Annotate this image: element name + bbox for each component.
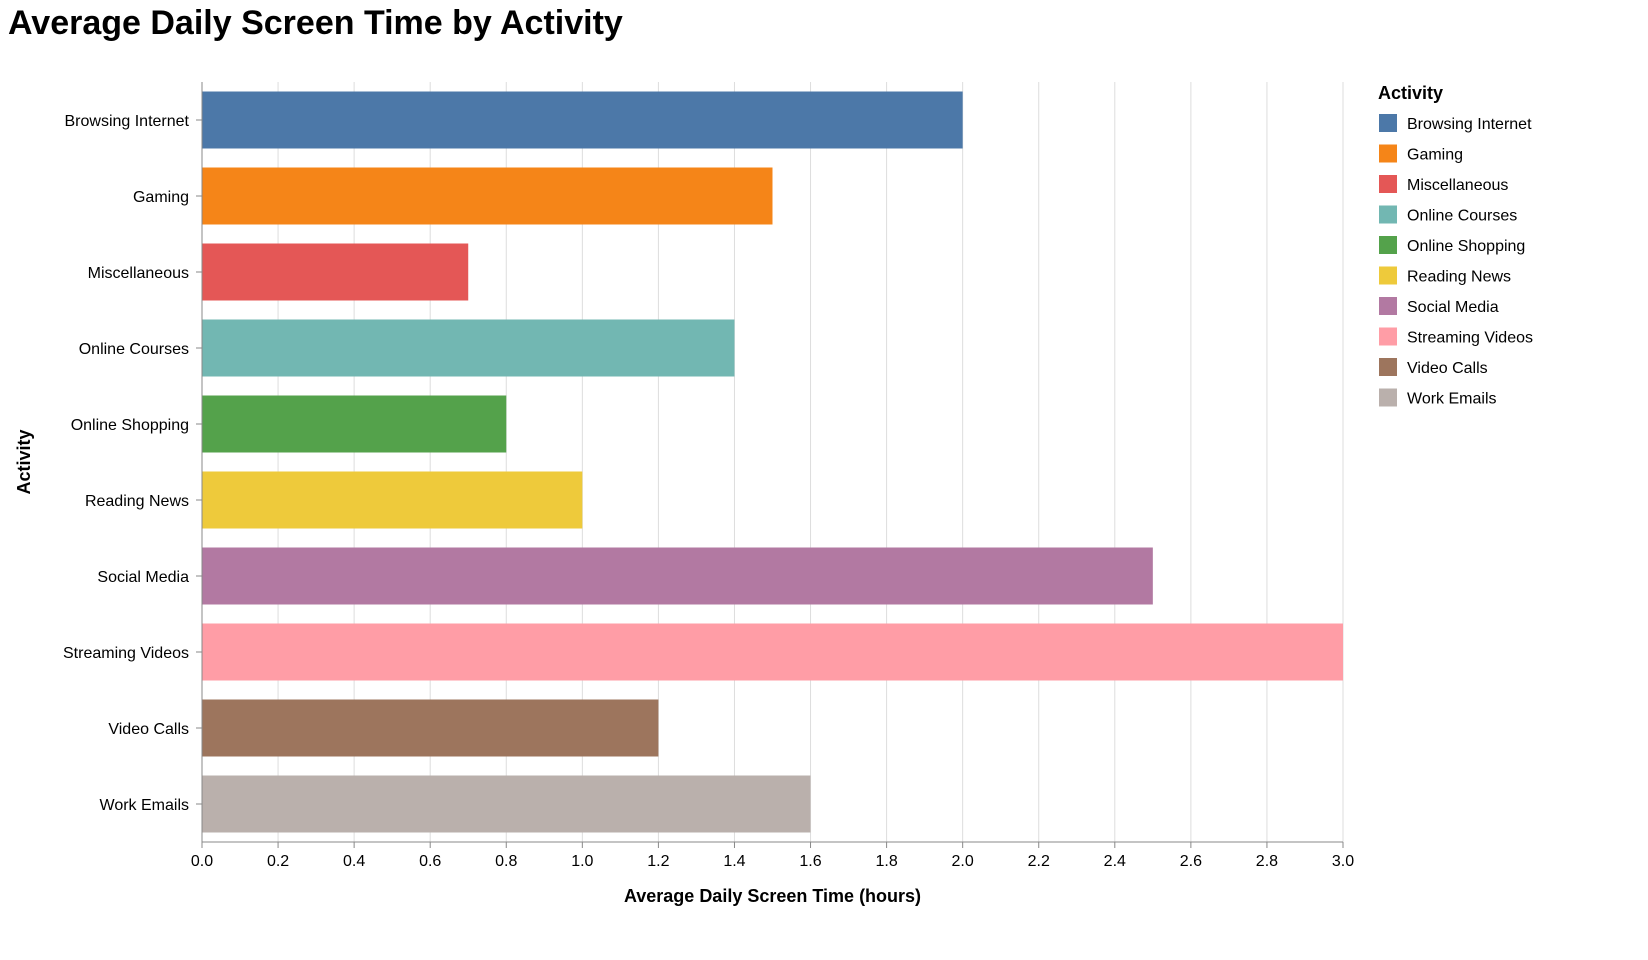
bar-online-shopping [202,395,507,453]
bar-browsing-internet [202,91,963,149]
y-tick-label: Miscellaneous [88,265,189,282]
legend-label: Reading News [1407,269,1511,286]
bar-reading-news [202,471,583,529]
x-tick-label: 1.0 [571,853,593,870]
x-tick-label: 2.8 [1256,853,1278,870]
legend-label: Browsing Internet [1407,116,1532,133]
legend-swatch [1379,297,1397,315]
legend-label: Miscellaneous [1407,177,1508,194]
x-tick-label: 1.2 [647,853,669,870]
legend-label: Video Calls [1407,360,1488,377]
bar-work-emails [202,775,811,833]
legend-swatch [1379,358,1397,376]
x-tick-label: 2.2 [1028,853,1050,870]
legend-title: Activity [1378,83,1443,103]
bar-video-calls [202,699,659,757]
legend-label: Gaming [1407,147,1463,164]
x-tick-label: 0.6 [419,853,441,870]
y-tick-label: Video Calls [108,721,189,738]
x-tick-label: 3.0 [1332,853,1354,870]
y-tick-label: Browsing Internet [64,113,189,130]
x-tick-label: 2.4 [1104,853,1126,870]
x-tick-label: 1.8 [875,853,897,870]
bar-gaming [202,167,773,225]
legend-label: Work Emails [1407,391,1497,408]
x-tick-label: 1.4 [723,853,745,870]
legend-swatch [1379,175,1397,193]
bar-miscellaneous [202,243,469,301]
legend-swatch [1379,205,1397,224]
y-tick-label: Online Courses [79,341,189,358]
legend-label: Online Courses [1407,208,1517,225]
y-tick-label: Streaming Videos [63,645,189,662]
legend-swatch [1379,144,1397,163]
legend-swatch [1379,114,1397,132]
legend-label: Streaming Videos [1407,330,1533,347]
bar-online-courses [202,319,735,377]
legend: Activity Browsing Internet Gaming Miscella… [1378,83,1533,408]
y-tick-label: Gaming [133,189,189,206]
x-tick-label: 2.0 [952,853,974,870]
x-tick-label: 0.8 [495,853,517,870]
legend-label: Online Shopping [1407,238,1525,255]
y-axis-title: Activity [14,429,34,494]
x-tick-label: 2.6 [1180,853,1202,870]
legend-swatch [1379,266,1397,285]
bar-social-media [202,547,1153,605]
x-tick-label: 1.6 [799,853,821,870]
legend-swatch [1379,236,1397,254]
legend-swatch [1379,388,1397,407]
bar-streaming-videos [202,623,1343,681]
y-tick-label: Work Emails [100,797,190,814]
legend-swatch [1379,327,1397,346]
x-axis-title: Average Daily Screen Time (hours) [624,886,921,906]
x-tick-label: 0.2 [267,853,289,870]
y-tick-label: Social Media [97,569,189,586]
axes: 0.0 0.2 0.4 0.6 0.8 1.0 1.2 1.4 1.6 1.8 2.0 2.2 2.4 2… [63,82,1354,870]
y-tick-label: Online Shopping [71,417,189,434]
chart-title: Average Daily Screen Time by Activity [8,4,623,42]
x-tick-label: 0.0 [191,853,213,870]
legend-label: Social Media [1407,299,1499,316]
x-tick-label: 0.4 [343,853,365,870]
bars [202,91,1343,833]
y-tick-label: Reading News [85,493,189,510]
